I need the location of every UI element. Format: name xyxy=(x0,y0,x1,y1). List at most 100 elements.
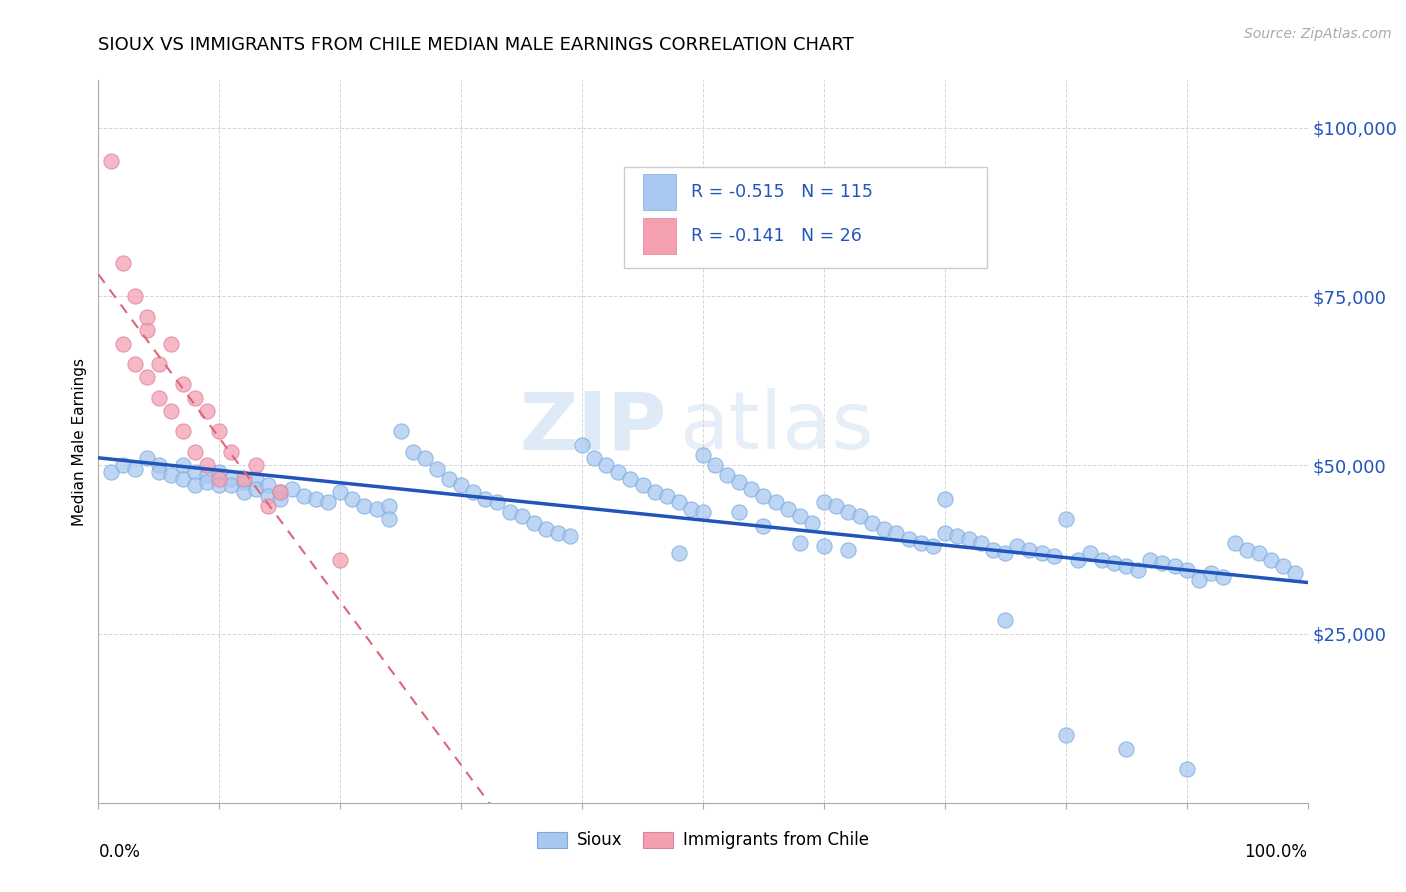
Point xyxy=(994,614,1017,628)
Point xyxy=(1249,546,1271,560)
Point xyxy=(402,444,425,458)
Point xyxy=(111,255,134,269)
Point xyxy=(523,516,546,530)
Point xyxy=(716,468,738,483)
Point xyxy=(329,485,352,500)
Point xyxy=(292,489,315,503)
Point xyxy=(1175,762,1198,776)
Point xyxy=(1128,563,1150,577)
Point xyxy=(184,478,207,492)
Point xyxy=(413,451,436,466)
Point xyxy=(221,444,243,458)
Point xyxy=(316,495,339,509)
Point xyxy=(437,472,460,486)
Point xyxy=(256,499,278,513)
Point xyxy=(366,502,388,516)
Y-axis label: Median Male Earnings: Median Male Earnings xyxy=(72,358,87,525)
Point xyxy=(970,536,993,550)
Point xyxy=(148,391,170,405)
Point xyxy=(269,485,291,500)
Point xyxy=(789,536,811,550)
Point xyxy=(1236,542,1258,557)
Point xyxy=(571,438,593,452)
Point xyxy=(1067,552,1090,566)
Point xyxy=(873,522,896,536)
Point xyxy=(897,533,920,547)
Point xyxy=(800,516,823,530)
Point xyxy=(232,475,254,489)
Point xyxy=(135,310,157,324)
Point xyxy=(389,425,412,439)
Point xyxy=(655,489,678,503)
Point xyxy=(607,465,630,479)
Point xyxy=(184,444,207,458)
Point xyxy=(1175,563,1198,577)
Point xyxy=(692,448,714,462)
Point xyxy=(160,404,183,418)
Point xyxy=(353,499,375,513)
Point xyxy=(1260,552,1282,566)
Point xyxy=(789,508,811,523)
Point xyxy=(728,505,751,519)
Point xyxy=(957,533,980,547)
Point xyxy=(813,495,835,509)
Bar xyxy=(643,174,676,211)
Point xyxy=(124,289,146,303)
Point xyxy=(172,458,194,472)
Point xyxy=(184,391,207,405)
Point xyxy=(135,451,157,466)
Point xyxy=(1199,566,1222,581)
Point xyxy=(474,491,496,506)
Point xyxy=(195,468,218,483)
Point xyxy=(232,485,254,500)
Point xyxy=(377,512,399,526)
Point xyxy=(148,357,170,371)
Point xyxy=(1007,539,1029,553)
Point xyxy=(172,472,194,486)
Point xyxy=(595,458,617,472)
Point xyxy=(100,154,122,169)
Legend: Sioux, Immigrants from Chile: Sioux, Immigrants from Chile xyxy=(530,824,876,856)
Point xyxy=(135,323,157,337)
Point xyxy=(765,495,787,509)
Text: R = -0.141   N = 26: R = -0.141 N = 26 xyxy=(690,227,862,244)
Point xyxy=(208,478,231,492)
Point xyxy=(849,508,872,523)
Point xyxy=(329,552,352,566)
Point xyxy=(1102,556,1125,570)
Point xyxy=(221,478,243,492)
Point xyxy=(281,482,304,496)
Point xyxy=(534,522,557,536)
Point xyxy=(269,491,291,506)
Point xyxy=(1223,536,1246,550)
Point xyxy=(668,546,690,560)
Point xyxy=(886,525,908,540)
Point xyxy=(195,458,218,472)
Point xyxy=(245,482,267,496)
Point xyxy=(256,489,278,503)
Point xyxy=(450,478,472,492)
Text: Source: ZipAtlas.com: Source: ZipAtlas.com xyxy=(1244,27,1392,41)
Point xyxy=(111,336,134,351)
Point xyxy=(1078,546,1101,560)
Point xyxy=(463,485,485,500)
Point xyxy=(426,461,449,475)
Point xyxy=(245,472,267,486)
Point xyxy=(921,539,943,553)
Text: SIOUX VS IMMIGRANTS FROM CHILE MEDIAN MALE EARNINGS CORRELATION CHART: SIOUX VS IMMIGRANTS FROM CHILE MEDIAN MA… xyxy=(98,36,855,54)
Point xyxy=(631,478,654,492)
Point xyxy=(994,546,1017,560)
Point xyxy=(172,377,194,392)
Point xyxy=(837,542,859,557)
Point xyxy=(124,357,146,371)
Point xyxy=(208,425,231,439)
FancyBboxPatch shape xyxy=(624,167,987,268)
Point xyxy=(1054,728,1077,742)
Point xyxy=(172,425,194,439)
Point xyxy=(619,472,641,486)
Point xyxy=(1018,542,1040,557)
Point xyxy=(934,491,956,506)
Point xyxy=(124,461,146,475)
Text: 0.0%: 0.0% xyxy=(98,843,141,861)
Point xyxy=(1272,559,1295,574)
